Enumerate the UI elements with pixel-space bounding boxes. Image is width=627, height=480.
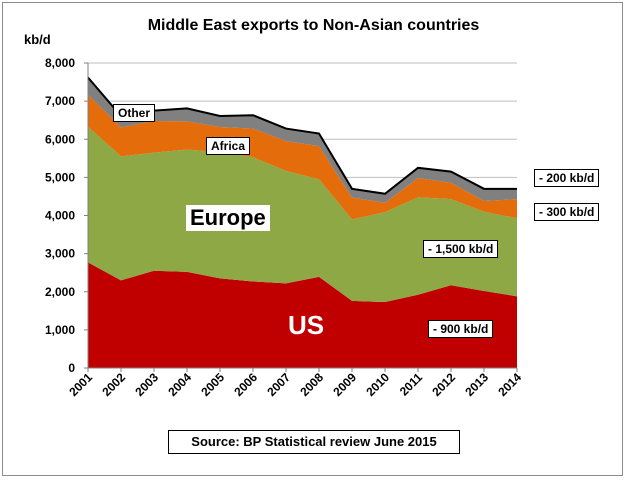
other-series-label: Other — [113, 104, 156, 122]
europe-series-label: Europe — [186, 205, 270, 231]
x-tick-label: 2002 — [99, 370, 128, 399]
chart-title: Middle East exports to Non-Asian countri… — [147, 17, 480, 34]
y-tick-label: 6,000 — [45, 132, 75, 146]
x-tick-label: 2011 — [397, 370, 426, 399]
europe-change-label: - 1,500 kb/d — [423, 240, 499, 258]
x-tick-label: 2003 — [132, 370, 161, 399]
y-tick-label: 4,000 — [45, 209, 75, 223]
us-change-label: - 900 kb/d — [428, 320, 494, 338]
area-other — [88, 77, 517, 203]
x-tick-label: 2014 — [495, 370, 524, 399]
y-axis-unit-label: kb/d — [24, 32, 51, 47]
y-tick-label: 8,000 — [45, 56, 75, 70]
x-tick-label: 2013 — [462, 370, 491, 399]
y-tick-label: 7,000 — [45, 94, 75, 108]
total-outline — [87, 76, 517, 195]
y-tick-label: 2,000 — [45, 285, 75, 299]
area-us — [88, 262, 517, 368]
y-tick-label: 3,000 — [45, 247, 75, 261]
y-tick-label: 1,000 — [45, 323, 75, 337]
x-tick-label: 2005 — [198, 370, 227, 399]
x-tick-label: 2010 — [363, 370, 392, 399]
x-tick-label: 2004 — [165, 370, 194, 399]
y-tick-label: 5,000 — [45, 170, 75, 184]
other-change-label: - 200 kb/d — [534, 169, 600, 187]
africa-series-label: Africa — [206, 137, 251, 155]
area-europe — [88, 126, 517, 303]
y-tick-label: 0 — [68, 361, 75, 375]
us-series-label: US — [288, 310, 325, 340]
source-note: Source: BP Statistical review June 2015 — [168, 430, 460, 454]
area-africa — [88, 95, 517, 220]
x-tick-label: 2008 — [297, 370, 326, 399]
x-tick-label: 2009 — [330, 370, 359, 399]
x-tick-label: 2012 — [429, 370, 458, 399]
x-tick-label: 2006 — [231, 370, 260, 399]
africa-change-label: - 300 kb/d — [534, 203, 600, 221]
x-tick-label: 2007 — [264, 370, 293, 399]
